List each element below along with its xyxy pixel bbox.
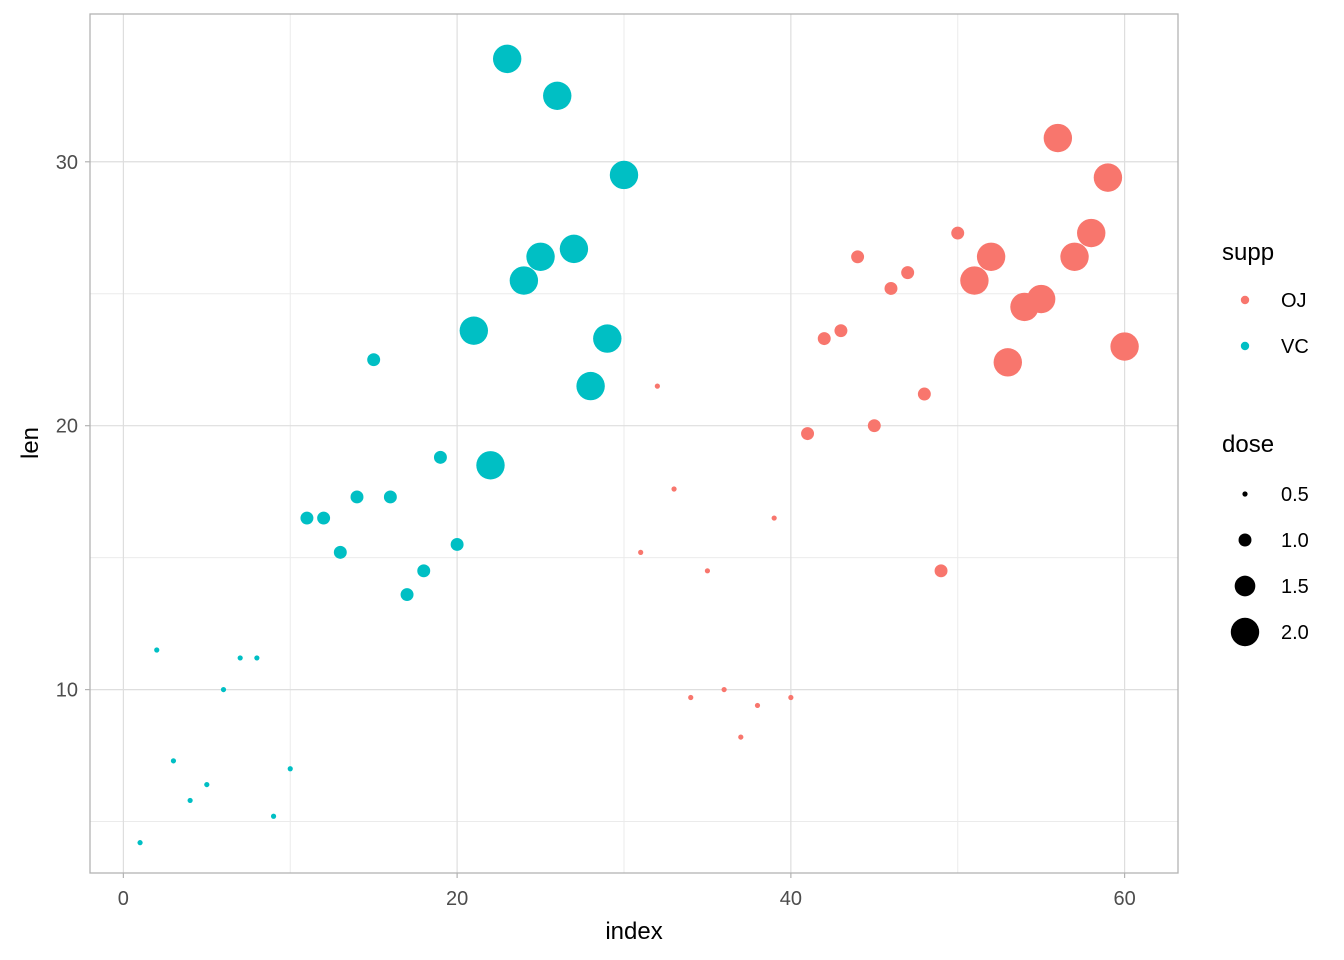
data-point-vc	[492, 44, 522, 74]
data-points	[137, 44, 1139, 846]
data-point-oj	[754, 702, 761, 709]
data-point-oj	[1077, 218, 1106, 248]
data-point-oj	[976, 242, 1006, 271]
data-point-vc	[254, 655, 260, 661]
data-point-oj	[1093, 163, 1123, 192]
data-point-vc	[559, 234, 589, 264]
plot-panel	[90, 14, 1178, 873]
data-point-oj	[704, 568, 711, 574]
data-point-oj	[1026, 284, 1056, 314]
legend-size-key	[1238, 533, 1252, 547]
data-point-vc	[237, 655, 243, 661]
legend-size-key	[1230, 617, 1260, 647]
data-point-oj	[738, 734, 744, 740]
data-point-vc	[350, 490, 364, 504]
data-point-vc	[576, 371, 605, 401]
data-point-vc	[543, 81, 572, 111]
data-point-vc	[154, 647, 160, 653]
data-point-oj	[771, 515, 777, 521]
data-point-oj	[901, 266, 915, 280]
y-tick-label: 10	[56, 680, 78, 702]
legend-size-label: 2.0	[1281, 622, 1309, 644]
plot-border	[89, 13, 1179, 874]
data-point-vc	[170, 758, 177, 764]
size-legend-title: dose	[1222, 431, 1274, 458]
data-point-vc	[450, 537, 464, 551]
data-point-oj	[688, 694, 694, 701]
data-point-vc	[609, 160, 639, 190]
legend-label-vc: VC	[1281, 336, 1309, 358]
data-point-vc	[400, 588, 414, 602]
data-point-oj	[934, 564, 948, 578]
x-tick-label: 60	[1113, 888, 1135, 910]
data-point-vc	[367, 353, 381, 367]
color-legend: supp OJ VC	[1222, 239, 1309, 358]
data-point-oj	[884, 281, 898, 295]
data-point-oj	[1060, 242, 1089, 271]
legend-label-oj: OJ	[1281, 290, 1307, 312]
x-tick-label: 0	[118, 888, 129, 910]
x-axis-ticks: 0 20 40 60	[118, 873, 1136, 910]
data-point-vc	[476, 451, 505, 480]
data-point-vc	[509, 266, 539, 295]
data-point-vc	[300, 511, 314, 525]
legend-size-label: 1.0	[1281, 530, 1309, 552]
y-tick-label: 20	[56, 416, 78, 438]
legend-size-label: 1.5	[1281, 576, 1309, 598]
data-point-oj	[851, 250, 865, 264]
data-point-oj	[951, 226, 965, 240]
data-point-vc	[220, 686, 227, 693]
data-point-vc	[287, 766, 293, 772]
data-point-oj	[638, 549, 644, 555]
data-point-vc	[187, 797, 193, 804]
data-point-vc	[137, 840, 143, 846]
legend-size-key	[1242, 491, 1248, 497]
data-point-oj	[671, 486, 677, 492]
data-point-oj	[721, 686, 727, 693]
y-axis-ticks: 10 20 30	[56, 152, 90, 702]
data-point-vc	[433, 450, 447, 464]
data-point-oj	[993, 348, 1022, 377]
x-tick-label: 40	[780, 888, 802, 910]
data-point-vc	[333, 545, 347, 559]
data-point-oj	[867, 419, 881, 433]
color-legend-title: supp	[1222, 239, 1274, 266]
x-tick-label: 20	[446, 888, 468, 910]
size-legend: dose 0.5 1.0 1.5 2.0	[1222, 431, 1309, 647]
data-point-vc	[593, 324, 622, 353]
data-point-oj	[788, 694, 794, 701]
data-point-oj	[654, 383, 660, 389]
data-point-vc	[204, 781, 210, 788]
y-tick-label: 30	[56, 152, 78, 174]
data-point-vc	[417, 564, 431, 578]
data-point-oj	[917, 387, 931, 401]
y-axis-title: len	[17, 427, 44, 459]
data-point-vc	[459, 316, 489, 345]
legend-size-label: 0.5	[1281, 484, 1309, 506]
data-point-oj	[1110, 332, 1139, 361]
x-axis-title: index	[605, 918, 662, 945]
data-point-vc	[317, 511, 331, 525]
data-point-vc	[526, 242, 555, 271]
data-point-oj	[1043, 123, 1073, 153]
data-point-vc	[270, 813, 277, 819]
legend-key-oj	[1240, 295, 1250, 305]
minor-gridlines	[90, 14, 1178, 873]
data-point-oj	[817, 332, 831, 346]
data-point-oj	[834, 324, 848, 338]
legend-size-key	[1234, 575, 1256, 597]
major-gridlines	[90, 14, 1178, 873]
data-point-oj	[960, 266, 989, 295]
legend-key-vc	[1240, 341, 1250, 351]
data-point-vc	[383, 490, 397, 504]
data-point-oj	[801, 427, 815, 441]
